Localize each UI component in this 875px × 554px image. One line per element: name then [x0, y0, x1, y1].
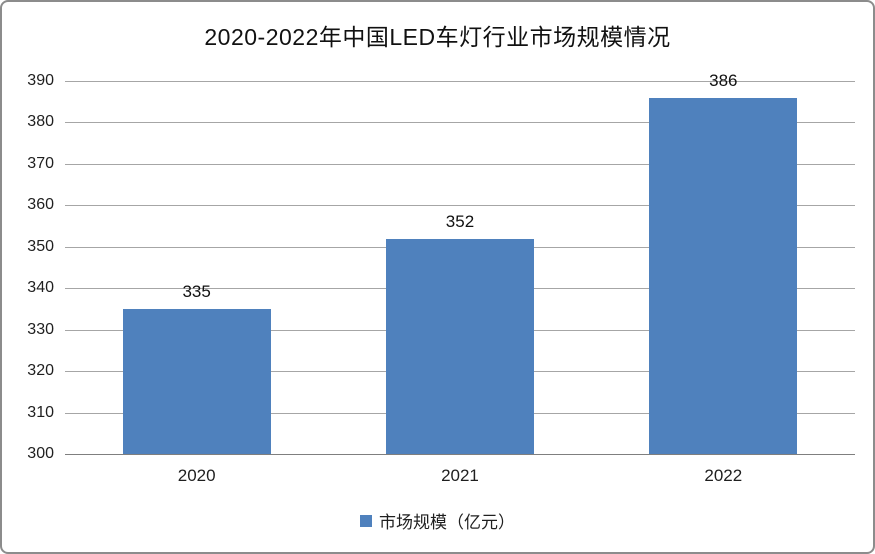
- y-tick-label: 300: [27, 445, 54, 462]
- bar-value-label: 386: [709, 70, 738, 90]
- x-tick-label: 2021: [441, 466, 479, 485]
- gridline: [65, 205, 855, 207]
- y-tick-label: 390: [27, 72, 54, 89]
- legend-label: 市场规模（亿元）: [379, 513, 515, 532]
- y-tick-label: 340: [27, 279, 54, 297]
- y-tick-label: 330: [27, 320, 54, 338]
- y-tick-label: 380: [27, 113, 54, 131]
- bar-value-label: 352: [445, 211, 475, 231]
- y-axis-labels: 300 310 320 330 340 350 360 370 380 390: [2, 72, 54, 462]
- bar-2020: [122, 308, 271, 454]
- bar-value-label: 335: [182, 281, 211, 301]
- chart-title: 2020-2022年中国LED车灯行业市场规模情况: [204, 24, 671, 50]
- gridline: [65, 163, 855, 165]
- x-tick-label: 2020: [177, 466, 216, 485]
- x-axis-line: [65, 454, 855, 455]
- x-tick-label: 2022: [704, 466, 743, 485]
- y-tick-label: 360: [27, 196, 54, 214]
- legend: 市场规模（亿元）: [2, 508, 873, 533]
- bar-2021: [386, 238, 534, 454]
- y-tick-label: 310: [27, 403, 54, 421]
- y-tick-label: 320: [27, 362, 54, 380]
- plot-area: 335 2020 352 2021 386 2022: [65, 71, 855, 485]
- legend-marker-square-icon: [360, 514, 372, 527]
- gridline: [65, 122, 855, 124]
- gridline: [65, 81, 855, 82]
- bar-2022: [649, 97, 798, 454]
- y-tick-label: 350: [27, 237, 54, 255]
- y-tick-label: 370: [27, 154, 54, 172]
